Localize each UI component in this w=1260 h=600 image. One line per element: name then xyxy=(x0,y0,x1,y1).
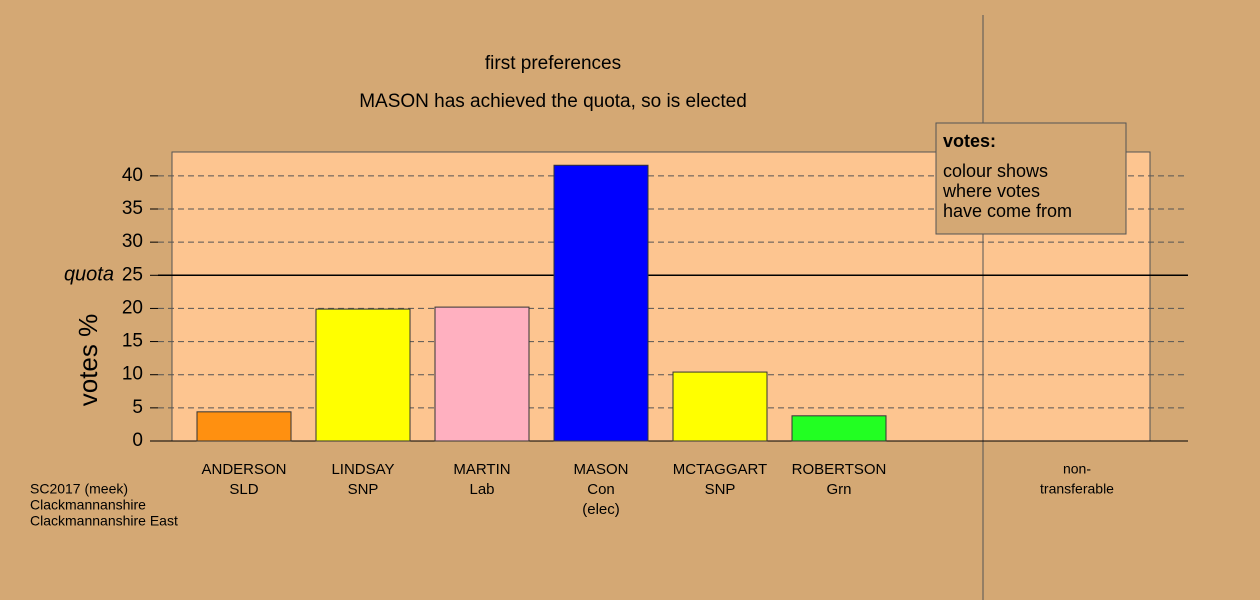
footnote: SC2017 (meek) xyxy=(30,481,128,497)
y-tick-label: 30 xyxy=(122,231,143,252)
bar xyxy=(315,308,411,442)
bar xyxy=(791,415,887,442)
x-tick-sublabel: SLD xyxy=(229,481,258,498)
y-tick-label: 25 xyxy=(122,264,143,285)
x-tick-label: ROBERTSON xyxy=(792,461,887,478)
y-tick-label: 5 xyxy=(132,397,143,418)
y-tick-label: 20 xyxy=(122,297,143,318)
y-axis-label: votes % xyxy=(73,314,103,407)
x-tick-label: LINDSAY xyxy=(331,461,394,478)
bar xyxy=(434,306,530,442)
y-tick-label: 35 xyxy=(122,198,143,219)
legend-title: votes: xyxy=(943,131,996,151)
bar xyxy=(672,371,768,442)
quota-label: quota xyxy=(64,264,114,286)
legend-text: have come from xyxy=(943,201,1072,221)
x-tick-sublabel: SNP xyxy=(348,481,379,498)
chart-subtitle: MASON has achieved the quota, so is elec… xyxy=(359,91,747,112)
y-tick-label: 10 xyxy=(122,364,143,385)
legend-text: colour shows xyxy=(943,161,1048,181)
legend-text: where votes xyxy=(942,181,1040,201)
x-tick-sublabel: transferable xyxy=(1040,481,1114,497)
x-tick-label: MASON xyxy=(573,461,628,478)
x-tick-sublabel: Grn xyxy=(826,481,851,498)
legend-box xyxy=(935,122,1127,235)
bar xyxy=(553,164,649,442)
y-tick-label: 0 xyxy=(132,430,143,451)
footnote: Clackmannanshire xyxy=(30,497,146,513)
x-tick-label: ANDERSON xyxy=(201,461,286,478)
x-tick-label: non- xyxy=(1063,461,1091,477)
chart-title: first preferences xyxy=(485,53,621,74)
bar xyxy=(196,411,292,442)
x-tick-label: MCTAGGART xyxy=(673,461,767,478)
x-tick-sublabel: SNP xyxy=(705,481,736,498)
y-tick-label: 40 xyxy=(122,165,143,186)
x-tick-sublabel: Con xyxy=(587,481,615,498)
y-tick-label: 15 xyxy=(122,331,143,352)
x-tick-sublabel: Lab xyxy=(469,481,494,498)
x-tick-label: MARTIN xyxy=(453,461,510,478)
legend: votes: colour shows where votes have com… xyxy=(935,122,1127,235)
x-tick-note: (elec) xyxy=(582,501,620,518)
footnote: Clackmannanshire East xyxy=(30,513,178,529)
